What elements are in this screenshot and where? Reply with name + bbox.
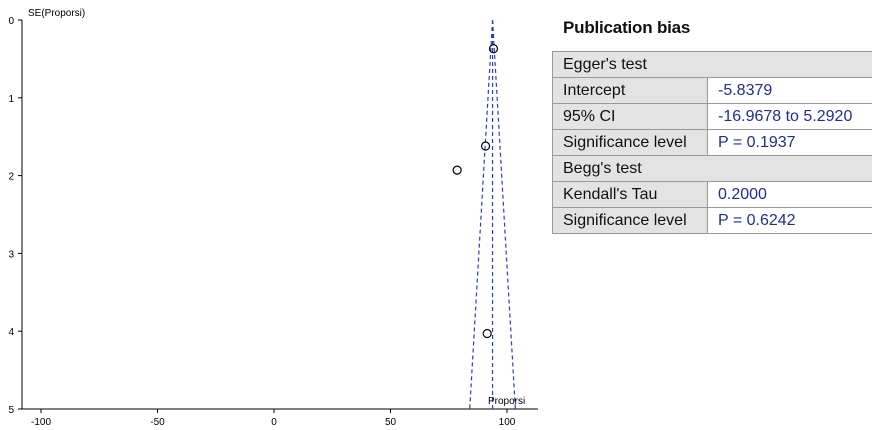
x-tick-label: 50 [385,417,397,428]
funnel-lines [469,19,516,410]
y-tick-label: 3 [8,249,14,260]
kendalls-tau-value: 0.2000 [707,181,872,208]
publication-bias-panel: Publication bias Egger's test Intercept … [552,18,872,234]
data-point [488,44,499,54]
table-row: Kendall's Tau 0.2000 [552,181,872,208]
x-tick-label: -100 [31,417,51,428]
x-tick-label: 100 [499,417,516,428]
y-axis-title: SE(Proporsi) [28,8,85,19]
x-axis-ticks: -100 -50 0 50 100 [31,409,516,428]
eggers-significance-value: P = 0.1937 [707,129,872,156]
y-tick-label: 0 [8,16,14,27]
data-point [482,328,492,339]
intercept-label: Intercept [552,77,708,104]
data-points [452,44,499,339]
plot-axes [21,20,538,410]
funnel-left-limit [469,19,494,410]
y-tick-label: 1 [8,94,14,105]
x-tick-label: 0 [271,417,277,428]
y-tick-label: 4 [8,327,14,338]
eggers-heading-row: Egger's test [552,51,872,78]
y-tick-label: 2 [8,172,14,183]
kendalls-tau-label: Kendall's Tau [552,181,708,208]
ci-value: -16.9678 to 5.2920 [707,103,872,130]
beggs-significance-value: P = 0.6242 [707,207,872,234]
funnel-plot: 0 1 2 3 4 5 -100 -50 0 50 100 SE(Proporsi) Propor… [8,8,538,428]
ci-label: 95% CI [552,103,708,130]
y-tick-label: 5 [8,405,14,416]
eggers-test-heading: Egger's test [552,51,872,78]
table-row: Significance level P = 0.6242 [552,207,872,234]
publication-bias-table: Egger's test Intercept -5.8379 95% CI -1… [552,51,872,234]
table-row: Significance level P = 0.1937 [552,129,872,156]
beggs-heading-row: Begg's test [552,155,872,182]
x-tick-label: -50 [150,417,165,428]
table-row: 95% CI -16.9678 to 5.2920 [552,103,872,130]
beggs-test-heading: Begg's test [552,155,872,182]
funnel-right-limit [491,19,516,410]
eggers-significance-label: Significance level [552,129,708,156]
intercept-value: -5.8379 [707,77,872,104]
data-point [452,165,462,175]
x-axis-title: Proporsi [488,396,525,407]
data-point [480,141,491,151]
y-axis-ticks: 0 1 2 3 4 5 [8,16,22,416]
publication-bias-title: Publication bias [563,18,691,37]
table-row: Intercept -5.8379 [552,77,872,104]
beggs-significance-label: Significance level [552,207,708,234]
